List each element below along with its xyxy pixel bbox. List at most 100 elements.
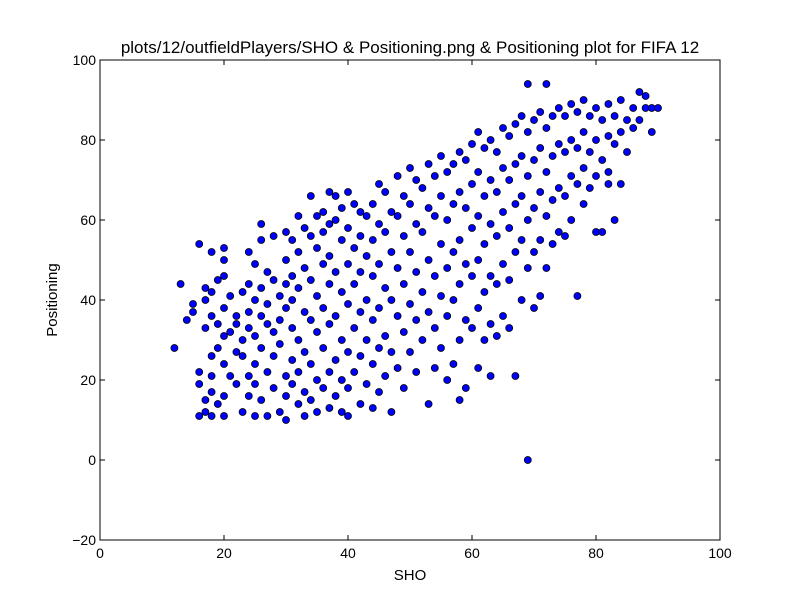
- data-point: [480, 192, 489, 200]
- data-point: [220, 244, 228, 252]
- data-point: [629, 104, 638, 112]
- data-point: [486, 272, 495, 280]
- data-point: [424, 204, 433, 212]
- data-point: [306, 316, 315, 324]
- data-point: [561, 192, 569, 200]
- data-point: [536, 188, 545, 196]
- data-point: [461, 204, 470, 212]
- data-point: [523, 216, 532, 224]
- data-point: [505, 224, 514, 232]
- data-point: [244, 324, 253, 332]
- data-point: [399, 328, 408, 336]
- data-point: [443, 376, 452, 384]
- data-point: [294, 284, 303, 292]
- data-point: [437, 192, 445, 200]
- data-point: [313, 292, 321, 300]
- data-point: [468, 272, 476, 280]
- data-point: [375, 344, 383, 352]
- data-point: [294, 336, 303, 344]
- data-point: [220, 304, 228, 312]
- data-point: [344, 412, 352, 420]
- data-point: [468, 224, 476, 232]
- data-point: [579, 164, 588, 172]
- data-point: [604, 100, 613, 108]
- data-point: [220, 332, 228, 340]
- data-point: [412, 220, 421, 228]
- data-point: [232, 380, 241, 388]
- data-point: [257, 220, 266, 228]
- data-point: [616, 128, 625, 136]
- data-point: [393, 312, 402, 320]
- data-point: [499, 208, 507, 216]
- data-point: [331, 216, 340, 224]
- data-point: [430, 272, 439, 280]
- data-point: [350, 200, 359, 208]
- data-point: [269, 328, 278, 336]
- data-point: [344, 348, 352, 356]
- data-point: [505, 324, 514, 332]
- data-point: [337, 376, 346, 384]
- data-point: [406, 164, 414, 172]
- data-point: [350, 244, 359, 252]
- data-point: [573, 180, 582, 188]
- data-point: [201, 408, 210, 416]
- data-point: [331, 192, 340, 200]
- data-point: [170, 344, 179, 352]
- data-point: [201, 284, 210, 292]
- data-point: [294, 400, 303, 408]
- data-point: [300, 348, 309, 356]
- data-point: [393, 172, 402, 180]
- data-point: [418, 184, 427, 192]
- data-point: [257, 236, 266, 244]
- data-point: [548, 152, 557, 160]
- data-point: [604, 168, 613, 176]
- data-point: [226, 372, 235, 380]
- data-point: [430, 364, 439, 372]
- data-point: [207, 372, 216, 380]
- data-point: [263, 412, 272, 420]
- data-point: [511, 248, 520, 256]
- data-point: [362, 336, 371, 344]
- data-point: [356, 308, 365, 316]
- data-point: [573, 108, 582, 116]
- data-point: [554, 228, 563, 236]
- data-point: [387, 296, 396, 304]
- data-point: [561, 148, 569, 156]
- data-point: [275, 340, 284, 348]
- data-point: [263, 320, 272, 328]
- data-point: [350, 368, 359, 376]
- data-point: [523, 80, 532, 88]
- data-point: [492, 188, 501, 196]
- data-point: [337, 204, 346, 212]
- data-point: [505, 276, 514, 284]
- data-point: [331, 392, 340, 400]
- data-point: [598, 228, 607, 236]
- data-point: [623, 148, 631, 156]
- data-point: [598, 156, 607, 164]
- data-point: [207, 412, 216, 420]
- data-point: [337, 236, 346, 244]
- data-point: [313, 212, 321, 220]
- data-point: [492, 332, 501, 340]
- data-point: [604, 132, 613, 140]
- data-point: [474, 168, 483, 176]
- data-point: [449, 200, 458, 208]
- data-point: [387, 208, 396, 216]
- data-point: [325, 404, 334, 412]
- data-point: [629, 124, 638, 132]
- data-point: [592, 136, 600, 144]
- data-point: [313, 376, 321, 384]
- data-point: [542, 168, 551, 176]
- data-point: [523, 456, 532, 464]
- data-point: [561, 112, 569, 120]
- data-point: [189, 308, 197, 316]
- data-point: [430, 172, 439, 180]
- data-point: [368, 404, 377, 412]
- data-point: [486, 136, 495, 144]
- data-point: [548, 112, 557, 120]
- x-tick-label: 100: [708, 545, 732, 561]
- data-point: [437, 292, 445, 300]
- data-point: [474, 128, 483, 136]
